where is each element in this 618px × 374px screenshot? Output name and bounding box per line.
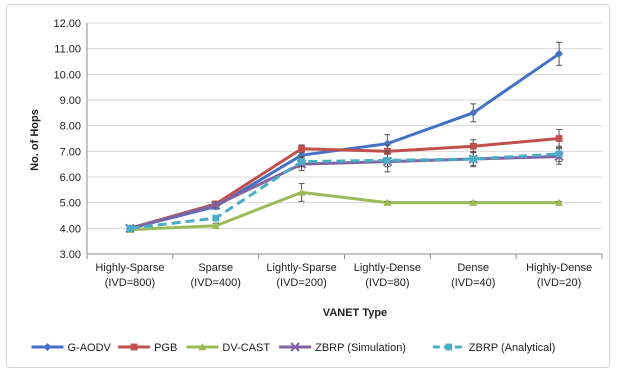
y-tick-label: 7.00 [60,146,81,158]
series-2 [125,182,564,233]
legend-marker [290,342,300,352]
series-line [129,137,560,230]
data-series [125,41,564,234]
data-point [297,151,306,160]
series-line [129,190,560,232]
x-tick-label: Highly-Sparse (IVD=800) [95,262,164,289]
legend-item: ZBRP (Analytical) [432,342,556,354]
data-point [298,158,305,165]
data-point [469,142,477,150]
x-tick-label: Dense (IVD=40) [451,262,495,289]
legend-item: ZBRP (Simulation) [279,342,406,354]
legend-marker [445,343,453,351]
data-point [469,108,478,117]
y-tick-label: 11.00 [54,44,81,56]
data-point [555,135,563,142]
data-point [555,198,564,206]
legend-item: DV-CAST [186,342,270,354]
line-chart: 3.00 4.00 5.00 6.00 7.00 8.00 9.00 10.00 11.00 12… [29,18,603,354]
series-1 [126,129,563,232]
x-tick-label: Sparse (IVD=400) [191,262,241,289]
data-point [469,155,477,163]
series-line [129,154,560,230]
data-point [469,198,478,206]
data-point [211,200,221,210]
chart-frame: 3.00 4.00 5.00 6.00 7.00 8.00 9.00 10.00 11.00 12… [6,4,610,368]
y-tick-label: 3.00 [60,249,81,261]
legend-label: ZBRP (Analytical) [469,342,556,354]
data-point [126,224,134,232]
series-line [129,152,560,230]
x-tick-label: Lightly-Sparse (IVD=200) [266,262,336,289]
legend-label: G-AODV [68,342,112,354]
data-point [383,139,392,148]
legend-label: DV-CAST [222,342,270,354]
legend-marker [198,343,207,351]
y-axis-title: No. of Hops [29,109,41,171]
y-tick-label: 6.00 [60,172,81,184]
data-point [297,188,306,196]
x-axis-title: VANET Type [323,307,387,319]
data-point [384,156,391,164]
legend-marker [130,343,138,351]
x-tick-label: Highly-Dense (IVD=20) [526,262,592,289]
axes: 3.00 4.00 5.00 6.00 7.00 8.00 9.00 10.00 11.00 12… [53,18,603,289]
x-tick-label: Lightly-Dense (IVD=80) [354,262,421,289]
legend: G-AODV PGB DV-CAST ZBRP (Simulation) ZBRP (A… [31,342,556,354]
data-point [383,198,392,206]
legend-item: G-AODV [31,342,112,354]
data-point [555,150,563,158]
y-tick-label: 12.00 [53,18,81,30]
legend-marker [43,343,52,351]
legend-item: PGB [118,342,177,354]
y-tick-label: 9.00 [60,95,81,107]
y-tick-label: 4.00 [60,223,81,235]
y-tick-label: 5.00 [60,198,81,210]
data-point [555,49,564,58]
legend-label: ZBRP (Simulation) [315,342,406,354]
data-point [211,221,220,229]
axis-labels: No. of Hops VANET Type [29,109,387,319]
y-tick-label: 10.00 [53,69,81,81]
y-tick-label: 8.00 [60,121,81,133]
series-4 [126,145,563,232]
data-point [298,145,305,153]
data-point [212,214,220,222]
legend-label: PGB [154,342,177,354]
